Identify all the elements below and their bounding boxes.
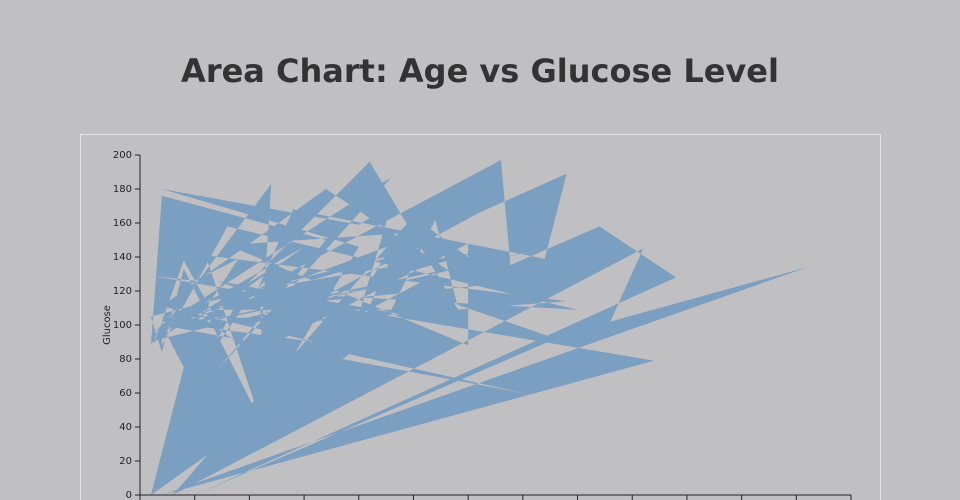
y-tick-label: 180 bbox=[113, 184, 132, 195]
y-tick-label: 40 bbox=[119, 422, 132, 433]
chart-title: Area Chart: Age vs Glucose Level bbox=[181, 52, 779, 90]
y-tick-label: 100 bbox=[113, 320, 132, 331]
y-tick-label: 80 bbox=[119, 354, 132, 365]
chart-frame bbox=[80, 134, 881, 500]
area bbox=[150, 160, 808, 495]
y-tick-label: 60 bbox=[119, 388, 132, 399]
y-tick-label: 20 bbox=[119, 456, 132, 467]
y-axis-label: Glucose bbox=[102, 305, 113, 345]
y-tick-label: 160 bbox=[113, 218, 132, 229]
y-tick-label: 200 bbox=[113, 150, 132, 161]
y-tick-label: 0 bbox=[126, 490, 132, 500]
y-tick-label: 140 bbox=[113, 252, 132, 263]
y-tick-label: 120 bbox=[113, 286, 132, 297]
